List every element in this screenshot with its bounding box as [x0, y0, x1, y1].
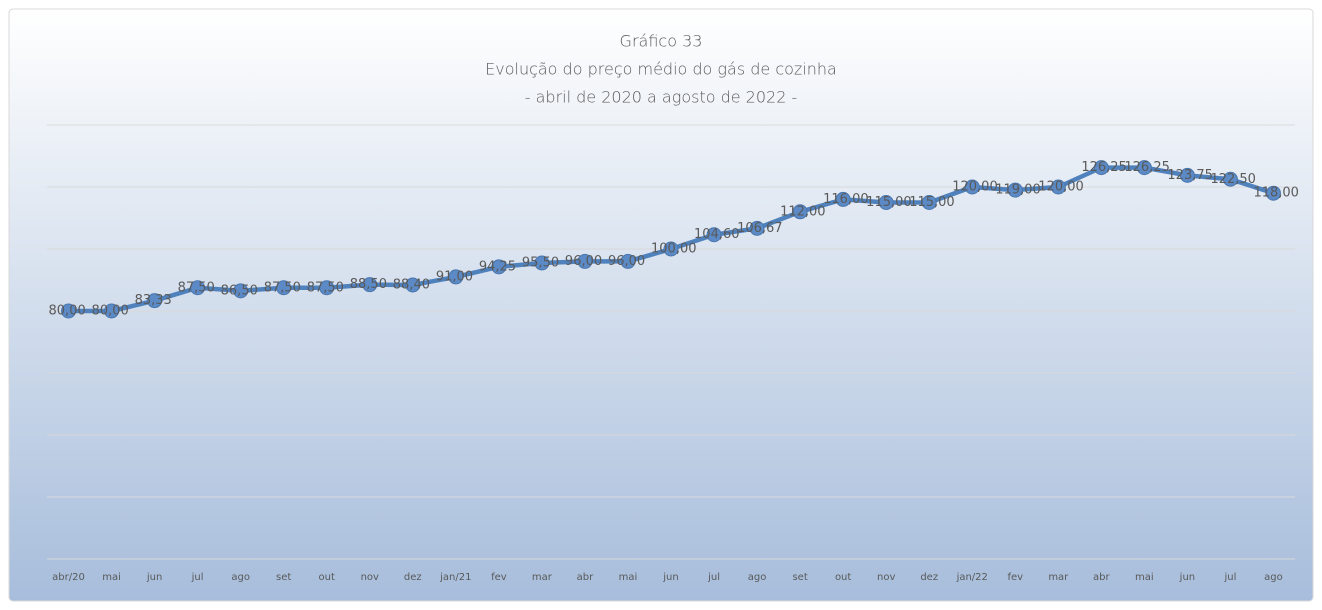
data-point [1265, 185, 1281, 201]
data-label: 100,00 [651, 242, 697, 257]
data-point [663, 241, 679, 257]
x-tick-label: ago [748, 572, 767, 583]
data-label: 95,50 [522, 255, 559, 270]
x-tick-label: jun [662, 572, 678, 583]
data-label: 112,00 [780, 204, 826, 219]
data-label: 91,00 [436, 269, 473, 284]
data-point [1007, 182, 1023, 198]
data-label: 83,33 [135, 293, 172, 308]
data-point [577, 253, 593, 269]
data-label: 87,50 [264, 280, 301, 295]
chart-background [8, 8, 1314, 602]
data-label: 86,50 [221, 283, 258, 298]
data-label: 119,00 [995, 183, 1041, 198]
data-label: 87,50 [178, 280, 215, 295]
data-point [706, 227, 722, 243]
data-point [147, 293, 163, 309]
x-tick-label: mai [1135, 572, 1154, 583]
data-label: 115,00 [909, 195, 955, 210]
x-tick-label: ago [1264, 572, 1283, 583]
data-point [878, 195, 894, 210]
data-label: 94,25 [479, 259, 516, 274]
data-point [405, 277, 421, 293]
data-label: 104,60 [694, 227, 740, 242]
data-point [190, 280, 206, 296]
data-label: 106,67 [737, 221, 783, 236]
data-point [835, 191, 851, 207]
data-label: 88,50 [350, 277, 387, 292]
chart-title: Gráfico 33 [620, 32, 703, 51]
data-point [792, 204, 808, 220]
x-tick-label: mar [1048, 572, 1069, 583]
x-tick-label: jul [191, 572, 204, 583]
data-label: 126,25 [1124, 160, 1170, 175]
x-tick-label: ago [231, 572, 250, 583]
x-tick-label: jun [146, 572, 162, 583]
x-tick-label: nov [877, 572, 895, 583]
x-tick-label: abr [577, 572, 594, 583]
data-point [104, 303, 120, 319]
data-point [749, 220, 765, 236]
data-point [448, 269, 464, 285]
x-tick-label: mai [619, 572, 638, 583]
chart-title: Evolução do preço médio do gás de cozinh… [485, 60, 837, 79]
data-point [1136, 160, 1152, 176]
x-tick-label: jul [707, 572, 720, 583]
data-label: 80,00 [92, 304, 129, 319]
data-point [1179, 167, 1195, 183]
data-label: 116,00 [823, 192, 869, 207]
data-point [534, 255, 550, 271]
x-tick-label: dez [920, 572, 938, 583]
x-tick-label: abr/20 [52, 572, 85, 583]
data-point [1050, 179, 1066, 195]
data-point [921, 195, 937, 210]
x-tick-label: fev [1007, 572, 1023, 583]
data-label: 122,50 [1210, 172, 1256, 187]
x-tick-label: set [276, 572, 291, 583]
x-tick-label: mai [102, 572, 121, 583]
data-point [1222, 171, 1238, 187]
x-tick-label: fev [491, 572, 507, 583]
data-label: 123,75 [1167, 168, 1213, 183]
data-point [276, 280, 292, 296]
x-tick-label: jun [1179, 572, 1195, 583]
data-label: 96,00 [565, 254, 602, 269]
x-tick-label: set [792, 572, 807, 583]
data-label: 87,50 [307, 280, 344, 295]
data-label: 126,25 [1081, 160, 1127, 175]
x-tick-label: jul [1223, 572, 1236, 583]
data-label: 120,00 [952, 180, 998, 195]
x-tick-label: jan/22 [956, 572, 988, 583]
x-tick-label: mar [532, 572, 553, 583]
x-tick-label: dez [404, 572, 422, 583]
data-point [1093, 160, 1109, 176]
data-point [362, 277, 378, 293]
data-label: 115,00 [866, 195, 912, 210]
data-point [233, 283, 249, 299]
data-point [319, 280, 335, 296]
data-label: 96,00 [608, 254, 645, 269]
data-point [491, 259, 507, 275]
x-tick-label: jan/21 [439, 572, 471, 583]
x-tick-label: nov [361, 572, 379, 583]
chart-title: - abril de 2020 a agosto de 2022 - [525, 88, 798, 107]
x-tick-label: out [319, 572, 335, 583]
data-label: 88,40 [393, 277, 430, 292]
data-point [964, 179, 980, 195]
data-label: 120,00 [1038, 180, 1084, 195]
data-label: 118,00 [1253, 186, 1299, 201]
data-point [61, 303, 77, 319]
x-tick-label: abr [1093, 572, 1110, 583]
data-point [620, 253, 636, 269]
x-tick-label: out [835, 572, 851, 583]
data-label: 80,00 [49, 304, 86, 319]
